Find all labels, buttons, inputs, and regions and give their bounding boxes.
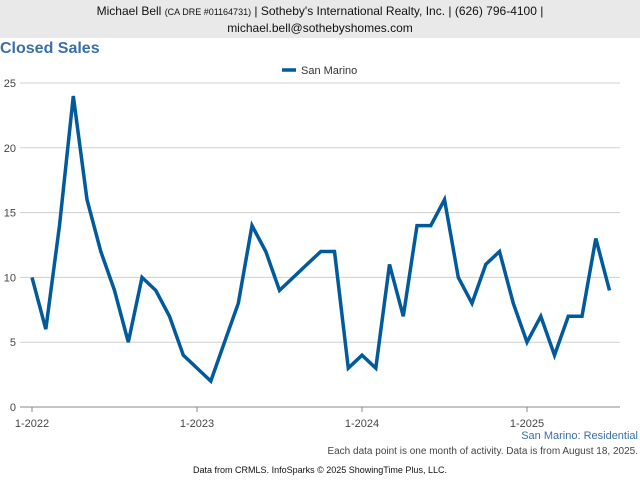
data-point[interactable]	[344, 364, 352, 372]
data-point[interactable]	[413, 222, 421, 230]
data-point[interactable]	[523, 338, 531, 346]
x-tick-label: 1-2025	[510, 418, 544, 430]
data-point[interactable]	[441, 196, 449, 204]
agent-license: (CA DRE #01164731)	[164, 7, 252, 17]
data-note: Each data point is one month of activity…	[327, 446, 638, 457]
axis-layer: 0 5 10 15 20 25 1-2022 1-2023 1-2024 1-2025	[4, 78, 544, 430]
legend[interactable]: San Marino	[282, 65, 357, 77]
data-point[interactable]	[97, 247, 105, 255]
data-point[interactable]	[551, 351, 559, 359]
data-point[interactable]	[578, 312, 586, 320]
y-tick-label: 25	[4, 78, 16, 90]
y-tick-label: 15	[4, 208, 16, 220]
data-point[interactable]	[69, 92, 77, 100]
data-point[interactable]	[454, 273, 462, 281]
data-point[interactable]	[207, 377, 215, 385]
data-point[interactable]	[221, 338, 229, 346]
data-point[interactable]	[317, 247, 325, 255]
data-point[interactable]	[262, 247, 270, 255]
agent-email: michael.bell@sothebyshomes.com	[227, 21, 413, 35]
data-point[interactable]	[386, 260, 394, 268]
chart-title: Closed Sales	[0, 40, 100, 57]
data-point[interactable]	[606, 286, 614, 294]
data-point[interactable]	[28, 273, 36, 281]
data-point[interactable]	[276, 286, 284, 294]
x-tick-label: 1-2022	[15, 418, 49, 430]
legend-label[interactable]: San Marino	[301, 65, 357, 77]
data-point[interactable]	[138, 273, 146, 281]
agent-info-line: Michael Bell (CA DRE #01164731) | Sotheb…	[0, 3, 640, 20]
y-tick-label: 20	[4, 143, 16, 155]
data-point[interactable]	[537, 312, 545, 320]
data-point[interactable]	[289, 273, 297, 281]
y-tick-label: 0	[10, 402, 16, 414]
data-point[interactable]	[468, 299, 476, 307]
agent-header: Michael Bell (CA DRE #01164731) | Sotheb…	[0, 0, 640, 38]
data-point[interactable]	[83, 196, 91, 204]
data-point[interactable]	[179, 351, 187, 359]
agent-company: | Sotheby's International Realty, Inc. |…	[254, 4, 544, 18]
agent-name: Michael Bell	[96, 4, 162, 18]
data-point[interactable]	[509, 299, 517, 307]
series-line-san-marino[interactable]	[30, 95, 612, 385]
grid-layer	[20, 82, 620, 408]
data-point[interactable]	[193, 364, 201, 372]
data-point[interactable]	[42, 325, 50, 333]
x-tick-label: 1-2023	[180, 418, 214, 430]
data-point[interactable]	[592, 235, 600, 243]
data-point[interactable]	[372, 364, 380, 372]
data-point[interactable]	[234, 299, 242, 307]
data-point[interactable]	[564, 312, 572, 320]
data-point[interactable]	[482, 260, 490, 268]
x-tick-label: 1-2024	[345, 418, 379, 430]
data-point[interactable]	[427, 222, 435, 230]
data-point[interactable]	[496, 247, 504, 255]
data-point[interactable]	[166, 312, 174, 320]
data-source-footer: Data from CRMLS. InfoSparks © 2025 Showi…	[193, 465, 447, 475]
data-point[interactable]	[56, 222, 64, 230]
series-layer	[28, 92, 614, 385]
data-point[interactable]	[124, 338, 132, 346]
data-point[interactable]	[358, 351, 366, 359]
data-point[interactable]	[152, 286, 160, 294]
data-point[interactable]	[399, 312, 407, 320]
data-point[interactable]	[248, 222, 256, 230]
chart-subtitle: San Marino: Residential	[521, 430, 638, 442]
y-tick-label: 10	[4, 272, 16, 284]
data-point[interactable]	[331, 247, 339, 255]
y-tick-label: 5	[10, 337, 16, 349]
data-point[interactable]	[303, 260, 311, 268]
data-point[interactable]	[111, 286, 119, 294]
